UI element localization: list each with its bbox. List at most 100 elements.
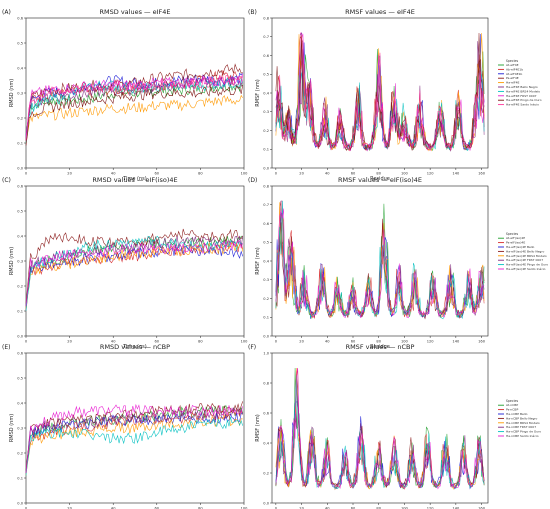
x-tick-label: 100	[241, 340, 249, 344]
legend-entry: Ha-eIF(iso)4E Santo Inácio	[506, 267, 546, 271]
legend-entry: Ab-eIF4E1b	[506, 67, 523, 71]
y-tick-label: 0.5	[263, 241, 269, 245]
y-tick-label: 0.2	[263, 297, 269, 301]
plot-frame	[271, 352, 489, 504]
x-tick-label: 0	[275, 172, 278, 176]
panel-b: (B) RMSF values — eIF4E 0 20 40 60 80 100 120 140…	[248, 8, 489, 182]
x-tick-label: 20	[299, 507, 304, 509]
panel-title: RMSD values — eIF(iso)4E	[92, 176, 177, 184]
legend-entry: Ha-eIF(iso)4E BRS4 Modelo	[506, 254, 547, 258]
y-tick-label: 0.8	[263, 381, 269, 385]
panel-e: (E) RMSD values — nCBP 0 20 40 60 80 100 0.0 0.1 0…	[2, 343, 248, 509]
panel-title: RMSF values — eIF(iso)4E	[338, 176, 422, 184]
y-tick-label: 0.2	[17, 284, 23, 288]
legend-entry: Ha-eIF(iso)4E Bello	[506, 245, 535, 249]
x-tick-label: 40	[111, 172, 116, 176]
y-tick-label: 0.5	[17, 41, 23, 45]
x-tick-label: 100	[401, 172, 409, 176]
y-tick-label: 0.4	[17, 401, 23, 405]
series-line	[275, 367, 485, 490]
panel-label: (F)	[248, 344, 256, 351]
x-tick-label: 60	[155, 340, 160, 344]
y-tick-label: 0.0	[17, 501, 23, 505]
y-tick-label: 0.3	[17, 426, 23, 430]
x-axis-label: Time (ns)	[122, 176, 147, 182]
y-tick-label: 0.7	[263, 35, 269, 39]
legend-entry: At-eIF4E1b	[506, 72, 522, 76]
legend-entry: Ha-eIF4E	[506, 81, 520, 85]
x-tick-label: 20	[67, 507, 72, 509]
series-line	[25, 241, 243, 309]
y-tick-label: 0.4	[17, 234, 23, 238]
legend-entry: Ha-nCBP Bello Negro	[506, 416, 538, 420]
y-tick-label: 0.2	[263, 471, 269, 475]
legend-entry: Ha-eIF(iso)4E Pingo de Ouro	[506, 263, 548, 267]
legend-entry: Ps-nCBP	[506, 408, 518, 412]
legend-title: Species	[506, 232, 519, 236]
legend-entry: At-eIF4E	[506, 63, 519, 67]
panel-title: RMSD values — nCBP	[100, 343, 170, 351]
series-line	[275, 32, 485, 151]
panel-label: (B)	[248, 9, 257, 16]
x-tick-label: 140	[452, 340, 460, 344]
x-tick-label: 80	[376, 340, 381, 344]
x-tick-label: 20	[299, 340, 304, 344]
legend-entry: Ha-eIF4E Bello Negro	[506, 85, 538, 89]
y-tick-label: 0.5	[17, 209, 23, 213]
series-line	[275, 33, 485, 152]
panel-title: RMSF values — eIF4E	[345, 8, 415, 16]
legend-entry: Ps-eIF(iso)4E	[506, 241, 525, 245]
legend-entry: Ps-eIF4E	[506, 76, 519, 80]
x-tick-label: 40	[325, 340, 330, 344]
panel-label: (E)	[2, 344, 10, 351]
y-tick-label: 0.2	[263, 129, 269, 133]
x-tick-label: 0	[25, 340, 28, 344]
y-tick-label: 0.1	[263, 148, 269, 152]
y-tick-label: 0.3	[263, 110, 269, 114]
x-tick-label: 80	[376, 507, 381, 509]
y-axis-label: RMSF (nm)	[255, 247, 261, 274]
x-tick-label: 40	[111, 507, 116, 509]
series-line	[25, 235, 243, 307]
y-tick-label: 0.0	[17, 334, 23, 338]
series-line	[25, 76, 243, 141]
x-tick-label: 100	[241, 172, 249, 176]
legend-title: Species	[506, 59, 519, 63]
legend-entry: Ha-eIF4E Pingo de Ouro	[506, 98, 542, 102]
x-tick-label: 60	[155, 172, 160, 176]
series-line	[25, 73, 243, 139]
series-line	[25, 85, 243, 146]
panel-label: (A)	[2, 9, 11, 16]
y-tick-label: 0.2	[17, 116, 23, 120]
y-axis-label: RMSD (nm)	[9, 414, 15, 442]
x-tick-label: 160	[478, 507, 486, 509]
x-tick-label: 120	[427, 507, 435, 509]
x-tick-label: 100	[401, 507, 409, 509]
x-tick-label: 40	[325, 172, 330, 176]
x-tick-label: 40	[325, 507, 330, 509]
y-axis-label: RMSF (nm)	[255, 414, 261, 441]
panel-label: (C)	[2, 177, 11, 184]
legend-entry: Ha-eIF4E BRS4 Modelo	[506, 89, 540, 93]
y-tick-label: 0.0	[263, 501, 269, 505]
y-tick-label: 0.8	[263, 16, 269, 20]
x-tick-label: 20	[67, 340, 72, 344]
legend-entry: Ha-nCBP Pingo de Ouro	[506, 430, 541, 434]
panel-a: (A) RMSD values — eIF4E 0 20 40 60 80 100 0.0 0.1…	[2, 8, 248, 182]
y-axis-label: RMSD (nm)	[9, 247, 15, 275]
legend-entry: At-eIF(iso)4E	[506, 236, 525, 240]
series-line	[275, 200, 485, 320]
panel-label: (D)	[248, 177, 257, 184]
plot-frame	[25, 185, 245, 337]
x-tick-label: 0	[25, 507, 28, 509]
panel-title: RMSF values — nCBP	[346, 343, 415, 351]
y-tick-label: 0.7	[263, 203, 269, 207]
y-tick-label: 0.1	[263, 316, 269, 320]
series-line	[25, 240, 243, 307]
legend-entry: At-nCBP	[506, 403, 518, 407]
y-tick-label: 0.4	[17, 66, 23, 70]
y-tick-label: 0.1	[17, 141, 23, 145]
y-tick-label: 0.4	[263, 259, 269, 263]
